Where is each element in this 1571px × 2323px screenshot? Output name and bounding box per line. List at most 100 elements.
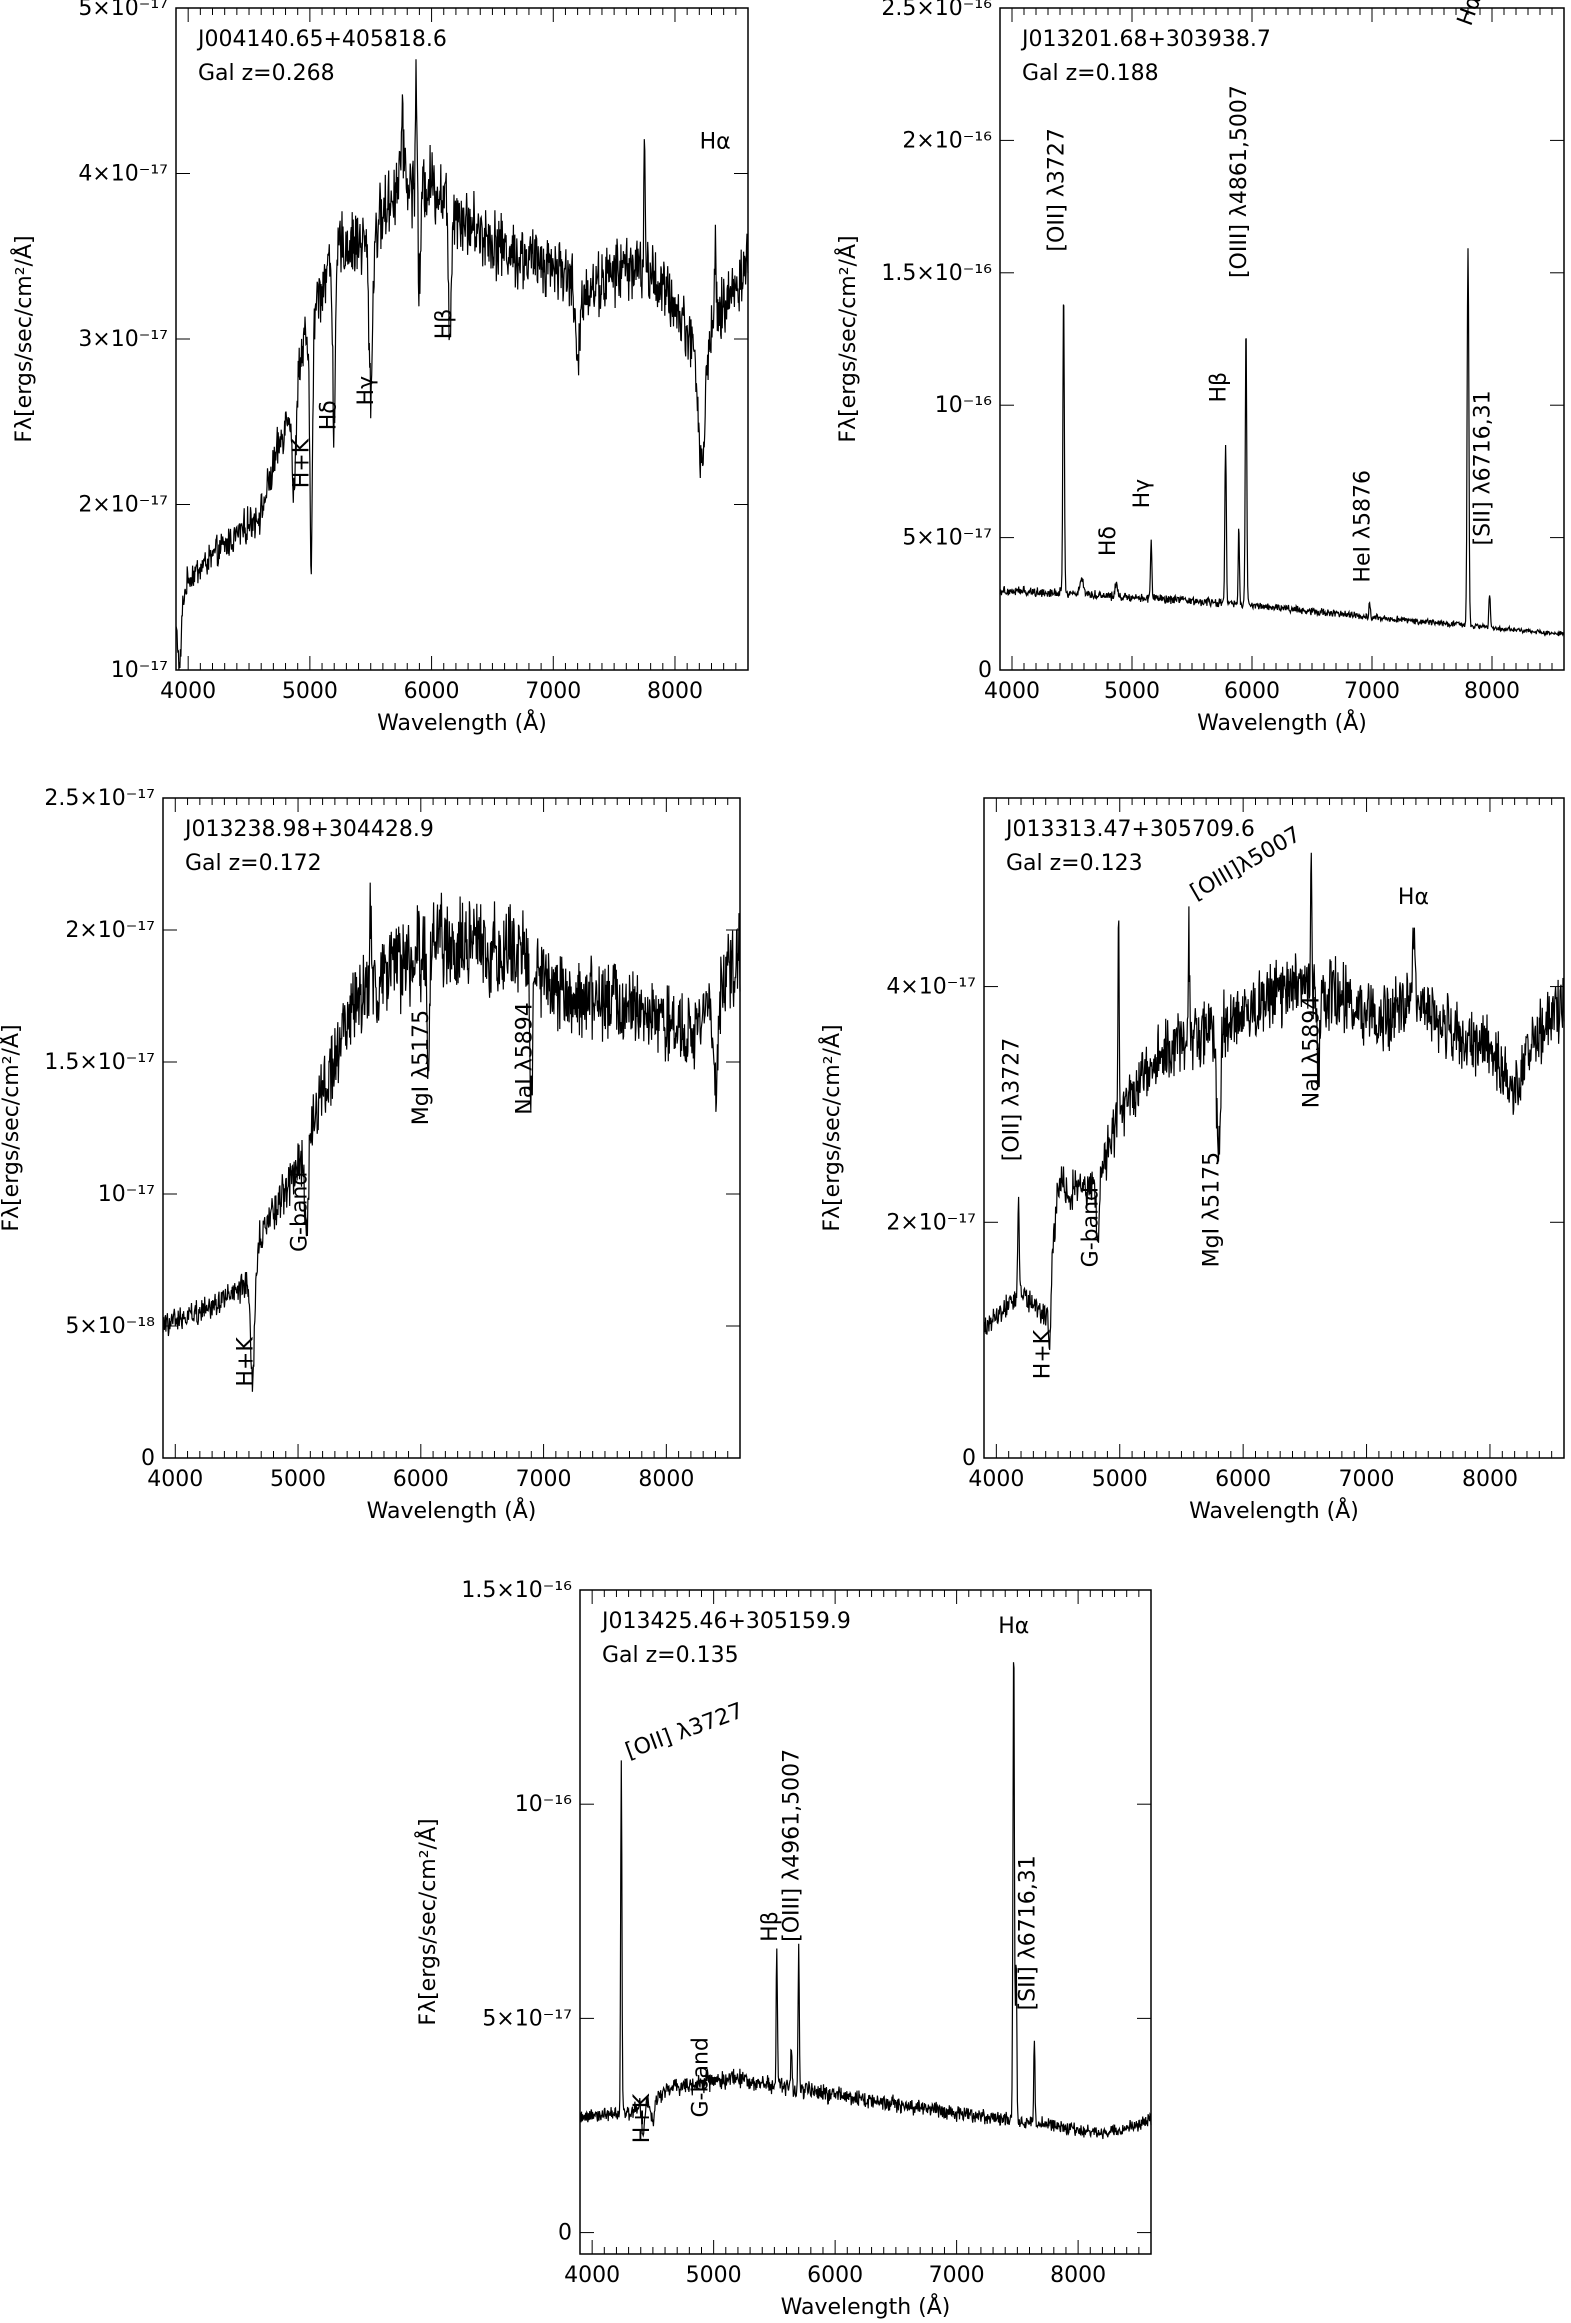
line-annotation: G-band [1079, 1187, 1104, 1267]
x-tick-label: 4000 [160, 679, 216, 704]
line-annotation: G-band [689, 2037, 714, 2117]
line-annotation: [OIII] λ4861,5007 [1227, 85, 1252, 278]
y-tick-label: 4×10⁻¹⁷ [886, 975, 976, 1000]
line-annotation: [OII] λ3727 [1045, 128, 1070, 251]
x-tick-label: 8000 [1464, 679, 1520, 704]
x-axis-label: Wavelength (Å) [1197, 709, 1367, 736]
x-tick-label: 7000 [525, 679, 581, 704]
galaxy-redshift: Gal z=0.172 [185, 851, 322, 876]
x-tick-label: 5000 [1092, 1467, 1148, 1492]
y-tick-label: 10⁻¹⁶ [935, 393, 992, 418]
line-annotation: Hγ [1130, 479, 1155, 509]
y-tick-label: 5×10⁻¹⁸ [65, 1314, 155, 1339]
spectrum-line [579, 1662, 1152, 2140]
x-axis-label: Wavelength (Å) [781, 2293, 951, 2320]
y-tick-label: 0 [558, 2221, 572, 2246]
y-tick-label: 2.5×10⁻¹⁶ [881, 0, 992, 21]
x-tick-label: 7000 [1339, 1467, 1395, 1492]
spectrum-line [162, 882, 741, 1392]
line-annotation: [SII] λ6716,31 [1471, 390, 1496, 545]
spectrum-panel-p3: 4000 5000 6000 7000 8000 0 5×10⁻¹⁸ 10⁻¹⁷ 1.5×10⁻… [0, 786, 741, 1524]
line-annotation: [OII] λ3727 [1000, 1038, 1025, 1161]
object-name: J013313.47+305709.6 [1004, 817, 1255, 842]
y-tick-label: 2.5×10⁻¹⁷ [44, 786, 155, 811]
y-tick-label: 2×10⁻¹⁷ [78, 493, 168, 518]
y-tick-label: 5×10⁻¹⁷ [902, 526, 992, 551]
x-tick-label: 6000 [393, 1467, 449, 1492]
y-tick-label: 5×10⁻¹⁷ [482, 2006, 572, 2031]
object-name: J013238.98+304428.9 [183, 817, 434, 842]
line-annotation: [SII] λ6716,31 [1015, 1855, 1040, 2010]
spectrum-panel-p1: 4000 5000 6000 7000 8000 10⁻¹⁷ 2×10⁻¹⁷ 3×10⁻¹⁷ 4… [10, 0, 749, 736]
y-axis-label: Fλ[ergs/sec/cm²/Å] [0, 1024, 24, 1231]
galaxy-redshift: Gal z=0.188 [1022, 61, 1159, 86]
x-tick-label: 4000 [968, 1467, 1024, 1492]
line-annotation: NaI λ5894 [512, 1002, 537, 1114]
line-annotation: Hα [1453, 0, 1487, 29]
line-annotation: H+K [630, 2093, 655, 2143]
x-axis-label: Wavelength (Å) [377, 709, 547, 736]
x-tick-label: 5000 [686, 2263, 742, 2288]
x-tick-label: 8000 [1050, 2263, 1106, 2288]
x-tick-label: 7000 [929, 2263, 985, 2288]
y-axis-label: Fλ[ergs/sec/cm²/Å] [818, 1024, 845, 1231]
spectrum-panel-p4: 4000 5000 6000 7000 8000 0 2×10⁻¹⁷ 4×10⁻¹⁷ Wavel… [818, 797, 1565, 1524]
galaxy-redshift: Gal z=0.123 [1006, 851, 1143, 876]
y-tick-label: 0 [978, 658, 992, 683]
x-tick-label: 8000 [647, 679, 703, 704]
spectrum-line [983, 852, 1565, 1351]
x-tick-label: 8000 [1462, 1467, 1518, 1492]
x-tick-label: 6000 [1224, 679, 1280, 704]
spectrum-panel-p5: 4000 5000 6000 7000 8000 0 5×10⁻¹⁷ 10⁻¹⁶ 1.5×10⁻… [414, 1578, 1152, 2320]
line-annotation: NaI λ5894 [1299, 996, 1324, 1108]
y-tick-label: 1.5×10⁻¹⁷ [44, 1050, 155, 1075]
line-annotation: Hα [998, 1614, 1029, 1639]
plot-frame [999, 7, 1565, 671]
y-tick-label: 10⁻¹⁷ [111, 658, 168, 683]
y-tick-label: 1.5×10⁻¹⁶ [881, 261, 992, 286]
x-axis-label: Wavelength (Å) [1189, 1497, 1359, 1524]
y-tick-label: 1.5×10⁻¹⁶ [461, 1578, 572, 1603]
x-tick-label: 7000 [1344, 679, 1400, 704]
line-annotation: Hα [700, 130, 731, 155]
y-tick-label: 10⁻¹⁶ [515, 1792, 572, 1817]
y-tick-label: 3×10⁻¹⁷ [78, 327, 168, 352]
y-tick-label: 0 [141, 1446, 155, 1471]
x-tick-label: 5000 [270, 1467, 326, 1492]
x-tick-label: 4000 [564, 2263, 620, 2288]
x-tick-label: 5000 [282, 679, 338, 704]
y-tick-label: 2×10⁻¹⁷ [65, 918, 155, 943]
spectrum-line [175, 59, 749, 671]
y-tick-label: 5×10⁻¹⁷ [78, 0, 168, 21]
line-annotation: MgI λ5175 [409, 1010, 434, 1125]
y-tick-label: 4×10⁻¹⁷ [78, 162, 168, 187]
line-annotation: H+K [1030, 1329, 1055, 1379]
y-axis-label: Fλ[ergs/sec/cm²/Å] [414, 1818, 441, 2025]
spectrum-panel-p2: 4000 5000 6000 7000 8000 0 5×10⁻¹⁷ 10⁻¹⁶ 1.5×10⁻… [834, 0, 1565, 736]
line-annotation: G-band [288, 1172, 313, 1252]
line-annotation: Hδ [1096, 526, 1121, 556]
x-tick-label: 8000 [638, 1467, 694, 1492]
x-axis-label: Wavelength (Å) [367, 1497, 537, 1524]
plot-frame [579, 1589, 1152, 2255]
x-tick-label: 6000 [807, 2263, 863, 2288]
y-tick-label: 0 [962, 1446, 976, 1471]
line-annotation: MgI λ5175 [1199, 1152, 1224, 1267]
line-annotation: Hβ [1207, 372, 1232, 403]
galaxy-redshift: Gal z=0.135 [602, 1643, 739, 1668]
x-tick-label: 6000 [1215, 1467, 1271, 1492]
x-tick-label: 6000 [404, 679, 460, 704]
object-name: J013425.46+305159.9 [600, 1609, 851, 1634]
y-axis-label: Fλ[ergs/sec/cm²/Å] [834, 235, 861, 442]
object-name: J004140.65+405818.6 [196, 27, 447, 52]
line-annotation: Hδ [316, 400, 341, 430]
plot-frame [162, 797, 741, 1459]
line-annotation: Hβ [432, 309, 457, 340]
galaxy-redshift: Gal z=0.268 [198, 61, 335, 86]
plot-frame [175, 7, 749, 671]
line-annotation: Hα [1398, 885, 1429, 910]
line-annotation: [OII] λ3727 [622, 1699, 747, 1765]
object-name: J013201.68+303938.7 [1020, 27, 1271, 52]
line-annotation: Hβ [758, 1911, 783, 1942]
